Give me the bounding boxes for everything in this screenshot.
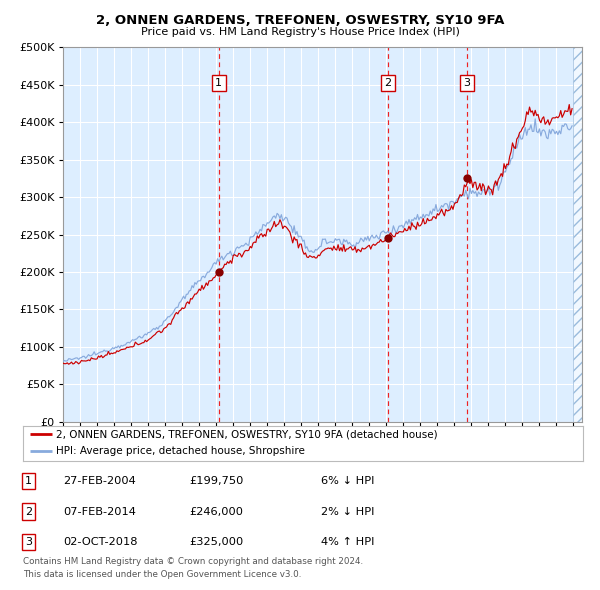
Text: 3: 3 bbox=[464, 78, 470, 88]
Text: Price paid vs. HM Land Registry's House Price Index (HPI): Price paid vs. HM Land Registry's House … bbox=[140, 27, 460, 37]
Text: 2, ONNEN GARDENS, TREFONEN, OSWESTRY, SY10 9FA (detached house): 2, ONNEN GARDENS, TREFONEN, OSWESTRY, SY… bbox=[56, 430, 438, 440]
Text: £199,750: £199,750 bbox=[189, 476, 244, 486]
Text: 27-FEB-2004: 27-FEB-2004 bbox=[63, 476, 136, 486]
Text: 02-OCT-2018: 02-OCT-2018 bbox=[63, 537, 137, 547]
Text: Contains HM Land Registry data © Crown copyright and database right 2024.: Contains HM Land Registry data © Crown c… bbox=[23, 558, 363, 566]
Text: 3: 3 bbox=[25, 537, 32, 547]
Text: 2% ↓ HPI: 2% ↓ HPI bbox=[321, 507, 374, 516]
Bar bbox=[573, 47, 582, 422]
Text: 2: 2 bbox=[384, 78, 391, 88]
Text: £246,000: £246,000 bbox=[189, 507, 243, 516]
Text: 2: 2 bbox=[25, 507, 32, 516]
Text: 1: 1 bbox=[215, 78, 222, 88]
Text: 6% ↓ HPI: 6% ↓ HPI bbox=[321, 476, 374, 486]
Text: 07-FEB-2014: 07-FEB-2014 bbox=[63, 507, 136, 516]
Text: 2, ONNEN GARDENS, TREFONEN, OSWESTRY, SY10 9FA: 2, ONNEN GARDENS, TREFONEN, OSWESTRY, SY… bbox=[96, 14, 504, 27]
Text: 4% ↑ HPI: 4% ↑ HPI bbox=[321, 537, 374, 547]
Text: HPI: Average price, detached house, Shropshire: HPI: Average price, detached house, Shro… bbox=[56, 447, 305, 457]
Text: 1: 1 bbox=[25, 476, 32, 486]
Text: This data is licensed under the Open Government Licence v3.0.: This data is licensed under the Open Gov… bbox=[23, 571, 301, 579]
Text: £325,000: £325,000 bbox=[189, 537, 243, 547]
Bar bbox=[573, 47, 582, 422]
